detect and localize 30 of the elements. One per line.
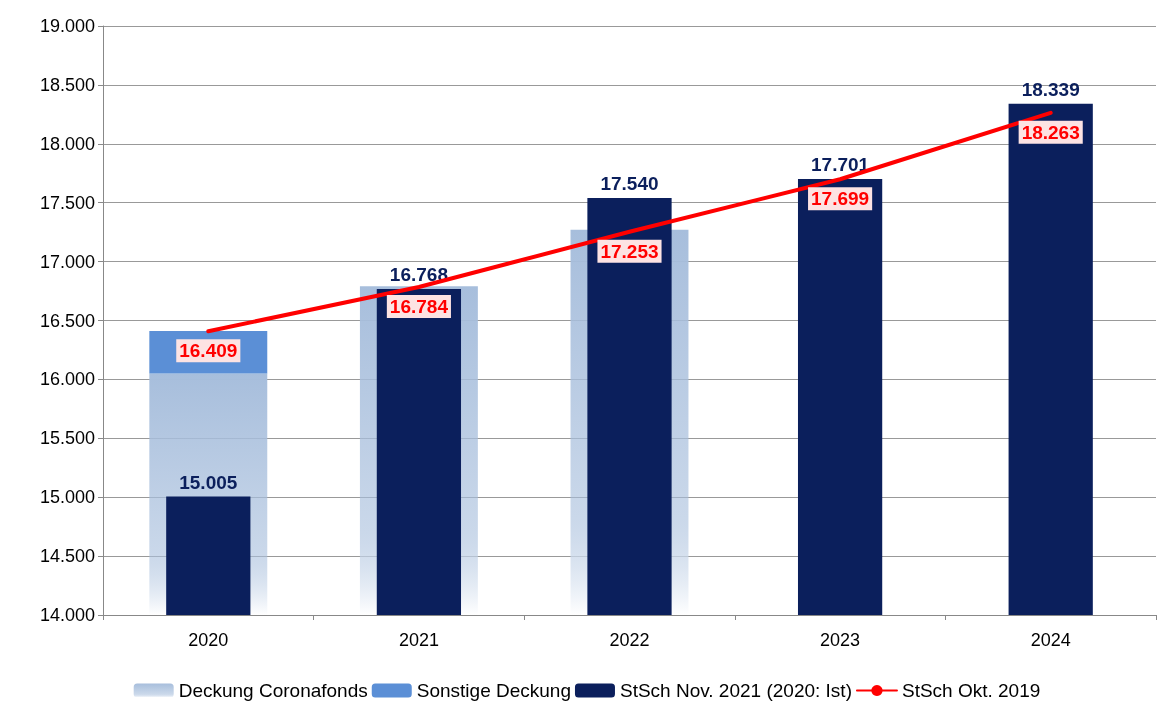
y-tick-label: 18.500 [39, 74, 95, 95]
x-tick-label: 2020 [188, 630, 229, 650]
y-tick-label: 15.000 [39, 487, 95, 508]
y-tick-label: 16.500 [39, 310, 95, 331]
y-tick-label: 17.500 [39, 192, 95, 213]
x-tick-label: 2023 [820, 630, 861, 650]
x-tick-label: 2021 [398, 630, 439, 650]
data-label: 18.339 [1021, 78, 1080, 100]
y-tick-label: 15.500 [39, 428, 95, 449]
data-label: 15.005 [179, 471, 238, 493]
x-tick-label: 2022 [609, 630, 650, 650]
y-tick-label: 14.000 [39, 605, 95, 625]
data-label: 16.784 [389, 296, 449, 318]
legend-label: StSch Okt. 2019 [901, 680, 1041, 701]
data-label: 17.540 [600, 172, 659, 194]
legend-label: Deckung Coronafonds [178, 680, 368, 701]
legend-label: Sonstige Deckung [416, 680, 571, 701]
data-label: 16.768 [389, 263, 448, 285]
x-tick-label: 2024 [1030, 630, 1071, 650]
y-tick-label: 19.000 [39, 16, 95, 36]
legend-label: StSch Nov. 2021 (2020: Ist) [619, 680, 852, 701]
data-label: 17.699 [811, 188, 870, 210]
data-label: 17.253 [600, 240, 659, 262]
data-label: 17.701 [811, 154, 870, 176]
y-tick-label: 17.000 [39, 251, 95, 272]
data-label: 16.409 [179, 340, 238, 362]
y-tick-label: 16.000 [39, 369, 95, 390]
data-label: 18.263 [1021, 121, 1080, 143]
y-tick-label: 18.000 [39, 133, 95, 154]
y-tick-label: 14.500 [39, 546, 95, 567]
